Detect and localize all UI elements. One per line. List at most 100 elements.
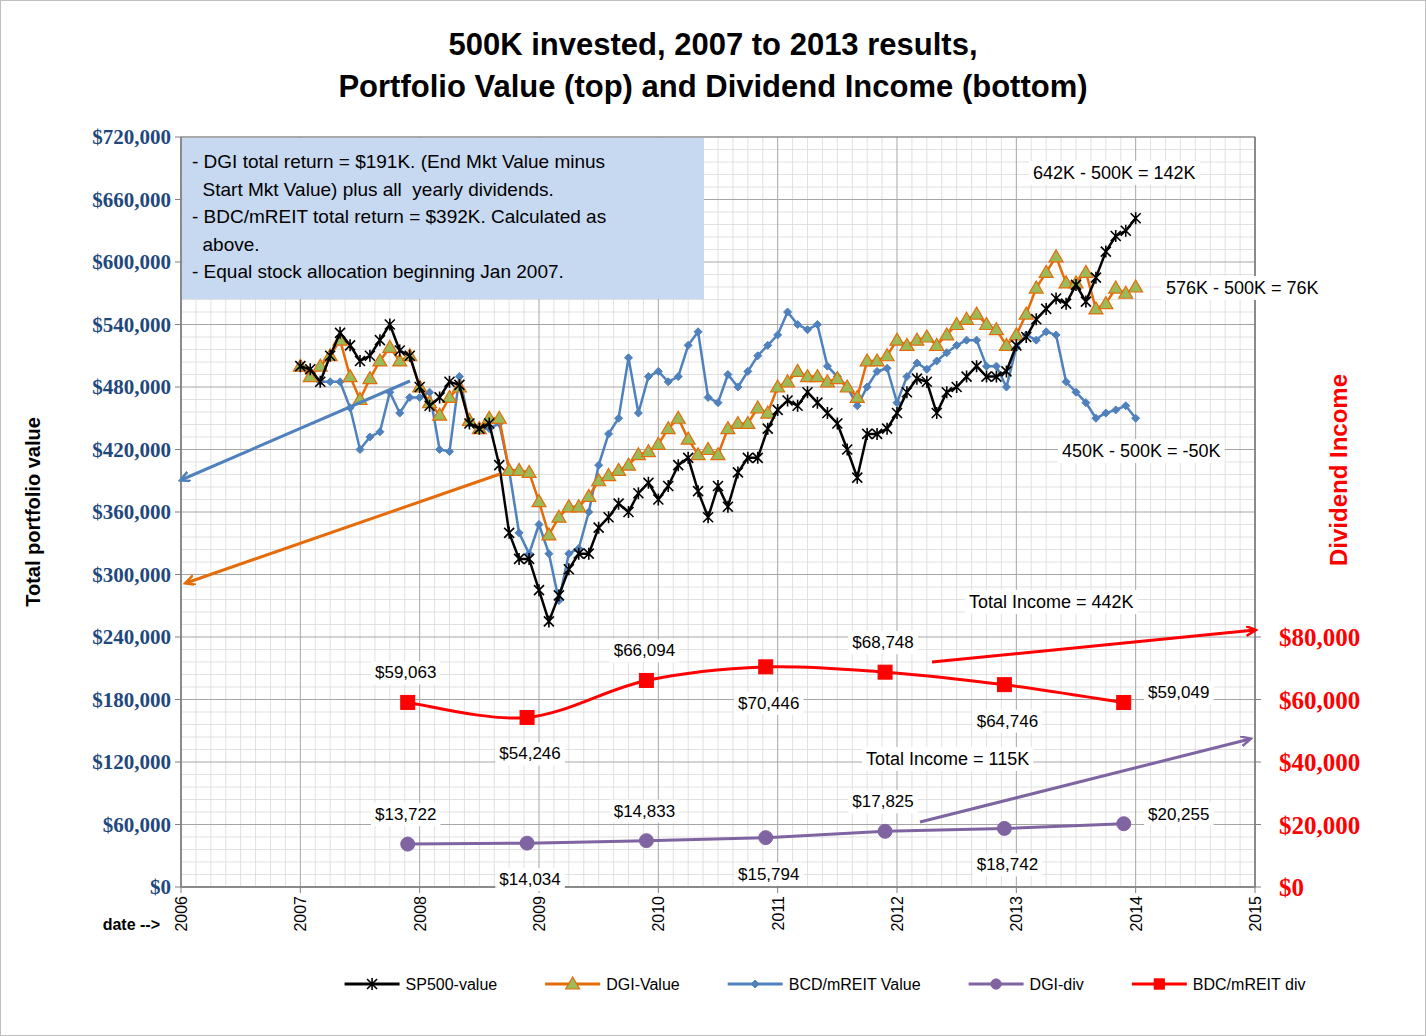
marker (832, 417, 842, 429)
y-tick-label: $660,000 (92, 188, 171, 212)
marker (345, 339, 355, 351)
marker (1011, 339, 1021, 351)
major-grid (181, 137, 1255, 887)
label-group: $59,049 (1144, 681, 1213, 704)
label-background (495, 868, 564, 891)
marker (830, 372, 844, 384)
marker (970, 307, 984, 319)
data-label: $59,049 (1148, 683, 1209, 702)
y-tick (175, 762, 181, 763)
marker (335, 327, 345, 339)
label-background (371, 661, 440, 684)
marker (1132, 414, 1140, 422)
marker (375, 334, 385, 346)
label-background (734, 863, 803, 886)
marker (639, 673, 653, 687)
label-group: $14,034 (495, 868, 564, 891)
marker (514, 553, 524, 565)
marker (1091, 272, 1101, 284)
arrow (181, 381, 410, 480)
marker (1039, 265, 1053, 277)
marker (822, 407, 832, 419)
annotation: 642K - 500K = 142K (1033, 163, 1196, 183)
marker (862, 428, 872, 440)
y2-tick-label: $20,000 (1279, 812, 1360, 839)
series-3 (401, 817, 1131, 851)
marker (903, 373, 911, 381)
marker (615, 414, 623, 422)
marker (1121, 225, 1131, 237)
marker (711, 448, 725, 460)
marker (544, 615, 554, 627)
marker (1029, 281, 1043, 293)
marker (1049, 250, 1063, 262)
title: 500K invested, 2007 to 2013 results, (448, 27, 977, 62)
marker (1051, 292, 1061, 304)
grid-line (897, 137, 898, 887)
label-background (973, 853, 1042, 876)
data-label: $70,446 (738, 694, 799, 713)
legend-marker-shape (566, 977, 580, 989)
marker (595, 461, 603, 469)
y-tick (175, 574, 181, 575)
marker (365, 350, 375, 362)
marker (435, 391, 445, 403)
label-background (973, 710, 1042, 733)
marker (997, 678, 1011, 692)
marker (952, 381, 962, 393)
marker (724, 371, 732, 379)
marker (396, 409, 404, 417)
label-group: $20,255 (1144, 803, 1213, 826)
data-label: $59,063 (375, 663, 436, 682)
marker (693, 485, 703, 497)
y-tick-label: $420,000 (92, 438, 171, 462)
marker (912, 373, 922, 385)
marker (325, 350, 335, 362)
marker (1082, 399, 1090, 407)
marker (1112, 406, 1120, 414)
marker (520, 710, 534, 724)
marker (1079, 265, 1093, 277)
grid-line (181, 887, 1255, 888)
x-tick-label: 2009 (531, 896, 548, 932)
marker (773, 404, 783, 416)
marker (1001, 365, 1011, 377)
y-tick-label: $720,000 (92, 125, 171, 149)
arrow (932, 630, 1255, 662)
grid-line (181, 762, 1255, 763)
marker (784, 308, 792, 316)
x-tick (777, 887, 778, 893)
label-group: $64,746 (973, 710, 1042, 733)
marker (1111, 230, 1121, 242)
marker (524, 553, 534, 565)
marker (922, 376, 932, 388)
marker (1041, 303, 1051, 315)
marker (741, 416, 755, 428)
marker (880, 349, 894, 361)
marker (684, 341, 692, 349)
marker (704, 393, 712, 401)
marker (363, 372, 377, 384)
legend-marker (1154, 979, 1165, 990)
y-tick-label: $180,000 (92, 688, 171, 712)
label-group: $54,246 (495, 742, 564, 765)
legend: SP500-valueDGI-ValueBCD/mREIT ValueDGI-d… (345, 976, 1306, 993)
outer-border (1, 1, 1426, 1036)
label-background (1029, 161, 1200, 185)
marker (713, 480, 723, 492)
annotation: 450K - 500K = -50K (1062, 441, 1221, 461)
chart: $0$60,000$120,000$180,000$240,000$300,00… (0, 0, 1426, 1036)
label-group: $15,794 (734, 863, 803, 886)
text-box (182, 138, 704, 299)
marker (1117, 817, 1131, 831)
marker (1109, 281, 1123, 293)
marker (962, 371, 972, 383)
marker (315, 376, 325, 388)
marker (326, 378, 334, 386)
label-background (848, 631, 917, 654)
y-tick-label: $120,000 (92, 750, 171, 774)
grid-line (1255, 137, 1256, 887)
marker (1062, 378, 1070, 386)
legend-marker-shape (991, 979, 1002, 990)
marker (355, 355, 365, 367)
